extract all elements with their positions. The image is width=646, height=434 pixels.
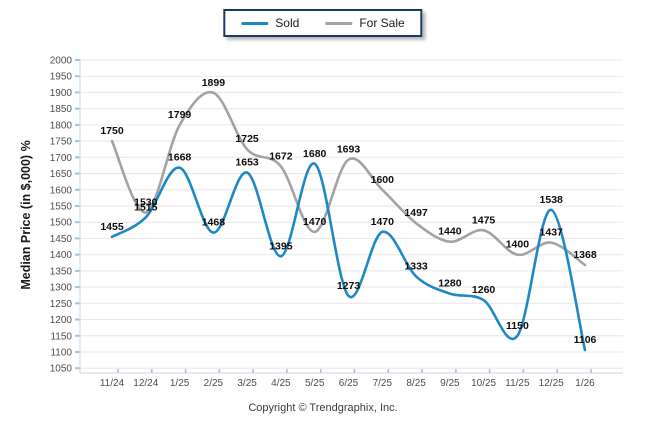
for-sale-data-label: 1693 — [337, 144, 361, 156]
x-tick-label: 3/25 — [237, 378, 257, 389]
y-tick-label: 1050 — [50, 364, 73, 375]
x-tick-label: 1/26 — [575, 378, 595, 389]
y-tick-label: 2000 — [50, 56, 73, 67]
y-axis-title: Median Price (in $,000) % — [19, 140, 33, 289]
for-sale-data-label: 1475 — [472, 214, 496, 226]
for-sale-data-label: 1600 — [371, 174, 395, 186]
for-sale-line — [110, 90, 587, 267]
legend-item-for-sale: For Sale — [325, 16, 405, 30]
sold-data-label: 1150 — [506, 320, 529, 332]
x-tick-label: 1/25 — [170, 378, 190, 389]
legend-item-sold: Sold — [241, 16, 299, 30]
sold-data-label: 1468 — [202, 217, 226, 229]
y-tick-label: 1500 — [50, 218, 73, 229]
sold-line-swatch — [241, 21, 269, 25]
for-sale-data-label: 1530 — [134, 197, 158, 209]
y-tick-label: 1600 — [50, 185, 73, 196]
y-tick-label: 1950 — [50, 72, 73, 83]
sold-data-label: 1106 — [574, 334, 597, 346]
for-sale-line-swatch — [325, 21, 353, 25]
y-tick-label: 1150 — [50, 331, 72, 342]
y-tick-label: 1350 — [50, 266, 73, 277]
sold-data-label: 1333 — [404, 260, 428, 272]
sold-data-label: 1273 — [337, 280, 361, 292]
for-sale-data-label: 1470 — [303, 216, 327, 228]
x-tick-label: 12/25 — [539, 378, 564, 389]
y-tick-label: 1250 — [50, 299, 73, 310]
x-tick-label: 5/25 — [305, 378, 325, 389]
x-tick-label: 12/24 — [133, 378, 158, 389]
for-sale-data-label: 1368 — [573, 249, 597, 261]
y-tick-label: 1800 — [50, 120, 73, 131]
x-tick-label: 4/25 — [271, 378, 291, 389]
legend-label-for-sale: For Sale — [359, 16, 405, 30]
for-sale-data-label: 1725 — [235, 133, 259, 145]
median-price-line-chart: 2000 1950 1900 1850 1800 1750 1700 1650 1600 1550… — [19, 56, 623, 389]
sold-line — [110, 162, 587, 352]
for-sale-data-label: 1440 — [438, 226, 462, 238]
x-tick-label: 2/25 — [204, 378, 224, 389]
x-tick-label: 9/25 — [440, 378, 460, 389]
x-tick-label: 8/25 — [406, 378, 426, 389]
sold-data-label: 1538 — [540, 194, 564, 206]
y-tick-label: 1850 — [50, 104, 73, 115]
sold-data-label: 1455 — [100, 221, 124, 233]
sold-data-label: 1260 — [472, 284, 496, 296]
y-tick-label: 1400 — [50, 250, 73, 261]
y-tick-label: 1100 — [50, 348, 72, 359]
y-tick-label: 1900 — [50, 88, 73, 99]
sold-data-label: 1515 — [134, 201, 158, 213]
copyright-text: Copyright © Trendgraphix, Inc. — [248, 402, 398, 414]
y-tick-label: 1650 — [50, 169, 73, 180]
sold-data-label: 1668 — [168, 152, 192, 164]
for-sale-data-label: 1437 — [540, 227, 564, 239]
chart-legend: Sold For Sale — [223, 9, 423, 37]
legend-label-sold: Sold — [275, 16, 300, 30]
for-sale-data-label: 1400 — [506, 239, 530, 251]
x-tick-label: 11/24 — [100, 378, 125, 389]
sold-data-label: 1653 — [235, 157, 259, 169]
sold-data-label: 1280 — [438, 278, 462, 290]
y-tick-label: 1200 — [50, 315, 73, 326]
sold-data-label: 1470 — [371, 216, 395, 228]
x-tick-label: 10/25 — [471, 378, 496, 389]
for-sale-data-label: 1750 — [100, 125, 124, 137]
x-tick-label: 11/25 — [505, 378, 530, 389]
for-sale-data-label: 1899 — [202, 77, 226, 89]
sold-data-label: 1680 — [303, 148, 327, 160]
for-sale-data-label: 1672 — [269, 150, 293, 162]
for-sale-data-label: 1799 — [168, 109, 192, 121]
y-tick-label: 1300 — [50, 283, 73, 294]
y-tick-label: 1750 — [50, 137, 73, 148]
for-sale-data-label: 1497 — [404, 207, 428, 219]
y-tick-label: 1700 — [50, 153, 73, 164]
y-tick-label: 1550 — [50, 202, 73, 213]
x-tick-label: 6/25 — [339, 378, 359, 389]
sold-data-label: 1395 — [269, 240, 293, 252]
x-tick-label: 7/25 — [373, 378, 393, 389]
y-tick-label: 1450 — [50, 234, 73, 245]
